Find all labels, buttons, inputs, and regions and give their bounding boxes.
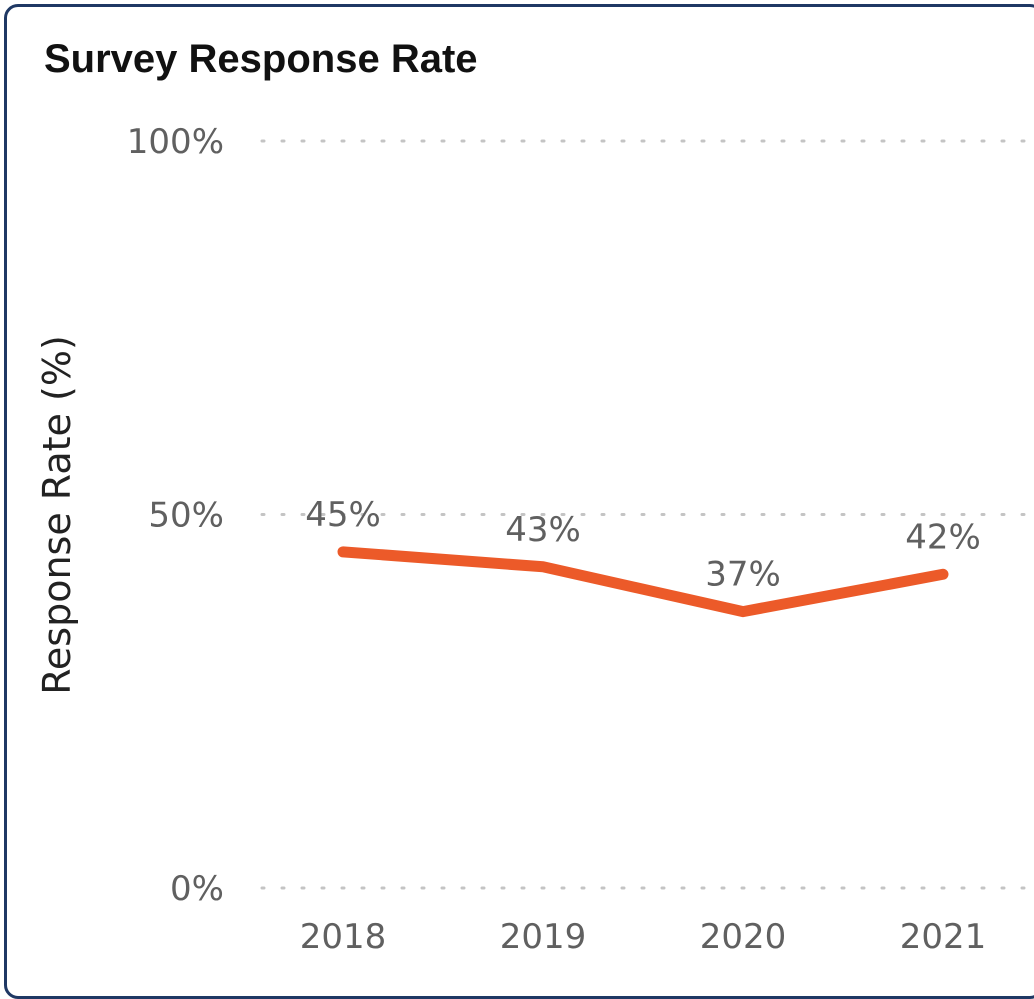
data-point <box>942 573 944 575</box>
data-point <box>342 551 344 553</box>
x-tick-label: 2020 <box>700 917 787 957</box>
x-tick-label: 2019 <box>500 917 587 957</box>
y-tick-label: 100% <box>127 122 224 162</box>
series-lines <box>337 546 949 618</box>
data-label: 45% <box>305 495 381 535</box>
y-tick-label: 50% <box>148 496 224 536</box>
chart-card: Survey Response Rate <box>4 4 1034 999</box>
y-axis-ticks: 0% 50% 100% <box>127 122 224 909</box>
data-point <box>742 611 744 613</box>
series-line <box>337 546 949 618</box>
data-label: 42% <box>905 517 981 557</box>
chart-title: Survey Response Rate <box>44 37 478 81</box>
y-tick-label: 0% <box>170 869 224 909</box>
gridlines <box>260 139 1034 890</box>
y-axis-label: Response Rate (%) <box>35 335 79 695</box>
x-tick-label: 2018 <box>300 917 387 957</box>
data-label: 43% <box>505 510 581 550</box>
data-label: 37% <box>705 555 781 595</box>
x-axis-ticks: 2018 2019 2020 2021 <box>300 917 987 957</box>
data-labels: 45% 43% 37% 42% <box>305 495 981 595</box>
x-tick-label: 2021 <box>900 917 987 957</box>
data-point <box>542 566 544 568</box>
